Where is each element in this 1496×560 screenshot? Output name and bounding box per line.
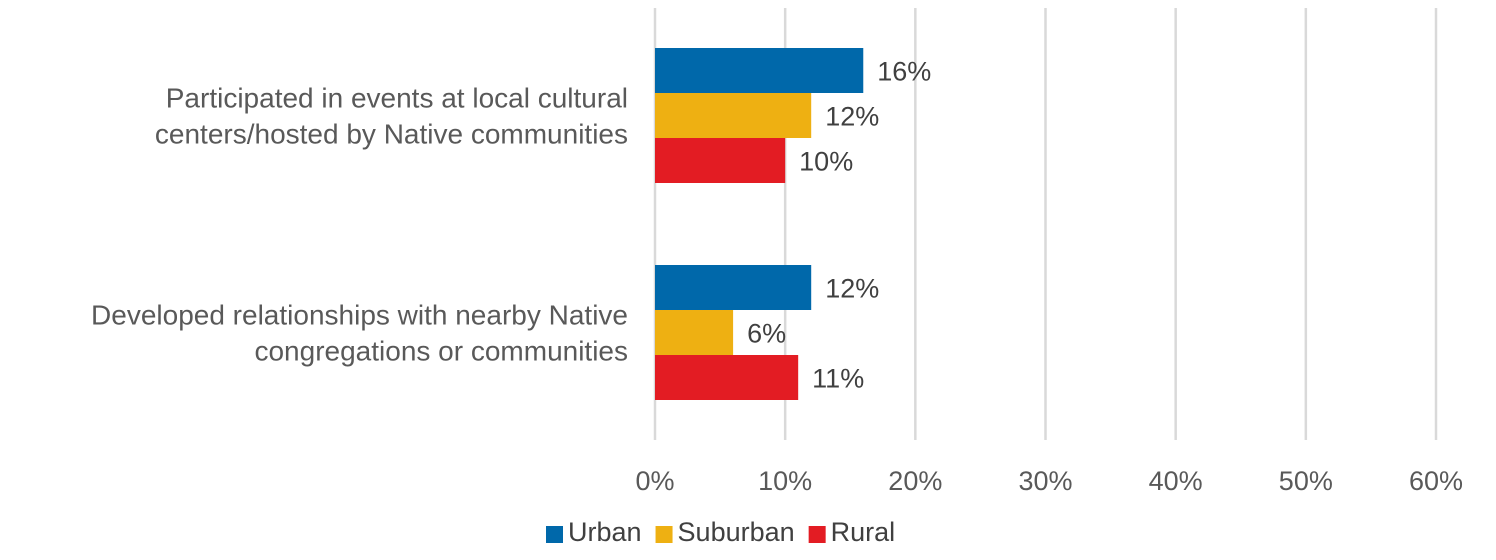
bar-urban: [655, 265, 812, 310]
x-tick-label: 60%: [1409, 466, 1463, 496]
data-labels: 16% 12% 10% 12% 6% 11%: [747, 57, 931, 394]
bar-urban: [655, 48, 864, 93]
bar-rural: [655, 138, 786, 183]
category-labels: Participated in events at local cultural…: [91, 83, 628, 367]
x-tick-label: 40%: [1149, 466, 1203, 496]
bar-rural: [655, 355, 799, 400]
x-tick-label: 20%: [888, 466, 942, 496]
x-tick-label: 30%: [1018, 466, 1072, 496]
data-label: 10%: [799, 147, 853, 177]
category-label: Participated in events at local cultural…: [155, 83, 628, 150]
legend: Urban Suburban Rural: [546, 517, 895, 547]
legend-swatch-urban: [546, 526, 563, 543]
x-axis-tick-labels: 0% 10% 20% 30% 40% 50% 60%: [635, 466, 1463, 496]
legend-swatch-suburban: [655, 526, 673, 543]
data-label: 12%: [825, 274, 879, 304]
legend-label-rural: Rural: [831, 517, 896, 547]
data-label: 11%: [812, 364, 864, 394]
legend-label-suburban: Suburban: [678, 517, 795, 547]
x-tick-label: 10%: [758, 466, 812, 496]
x-tick-label: 0%: [635, 466, 674, 496]
legend-swatch-rural: [808, 526, 826, 543]
bar-suburban: [655, 93, 812, 138]
data-label: 6%: [747, 319, 786, 349]
bar-suburban: [655, 310, 734, 355]
bars: [655, 48, 864, 400]
data-label: 12%: [825, 102, 879, 132]
data-label: 16%: [877, 57, 931, 87]
legend-label-urban: Urban: [568, 517, 642, 547]
x-tick-label: 50%: [1279, 466, 1333, 496]
category-label: Developed relationships with nearby Nati…: [91, 300, 628, 367]
